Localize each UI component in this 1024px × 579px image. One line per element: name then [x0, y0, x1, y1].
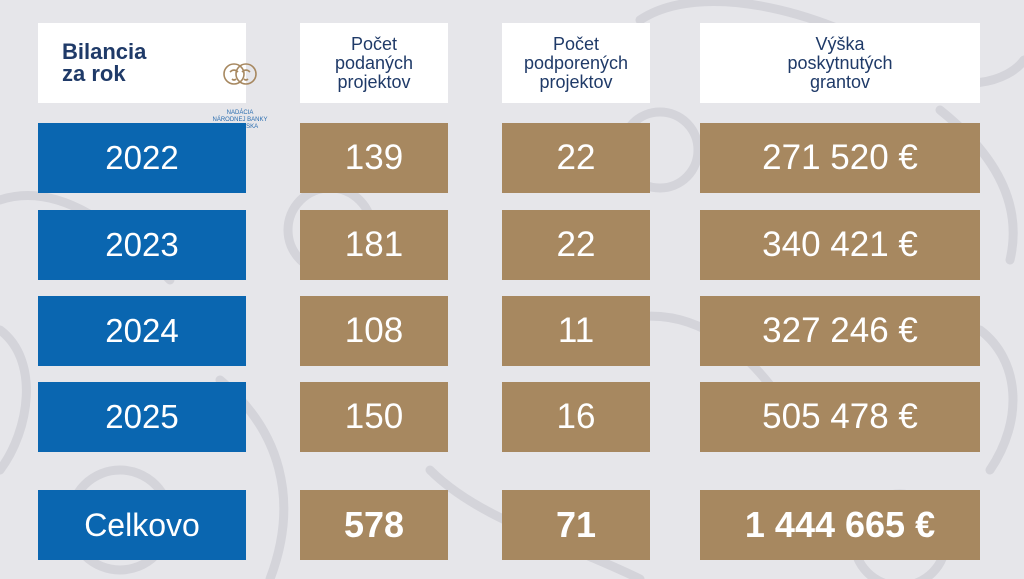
total-grants: 1 444 665 €	[700, 490, 980, 560]
grant-amount: 505 478 €	[700, 382, 980, 452]
total-supported: 71	[502, 490, 650, 560]
grant-amount: 327 246 €	[700, 296, 980, 366]
supported-count: 22	[502, 123, 650, 193]
submitted-count: 181	[300, 210, 448, 280]
year-cell: 2022	[38, 123, 246, 193]
submitted-count: 150	[300, 382, 448, 452]
foundation-faces-logo-icon	[223, 63, 257, 85]
year-cell: 2025	[38, 382, 246, 452]
total-submitted: 578	[300, 490, 448, 560]
column-header-grants: Výška poskytnutých grantov	[700, 23, 980, 103]
year-cell: 2023	[38, 210, 246, 280]
total-label: Celkovo	[38, 490, 246, 560]
year-cell: 2024	[38, 296, 246, 366]
grant-amount: 271 520 €	[700, 123, 980, 193]
logo-title: Bilancia za rok	[62, 39, 147, 86]
grant-amount: 340 421 €	[700, 210, 980, 280]
column-header-submitted: Počet podaných projektov	[300, 23, 448, 103]
logo-panel: Bilancia za rok NADÁCIA NÁRODNEJ BANKY S…	[38, 23, 268, 130]
supported-count: 22	[502, 210, 650, 280]
submitted-count: 139	[300, 123, 448, 193]
submitted-count: 108	[300, 296, 448, 366]
supported-count: 16	[502, 382, 650, 452]
supported-count: 11	[502, 296, 650, 366]
column-header-supported: Počet podporených projektov	[502, 23, 650, 103]
